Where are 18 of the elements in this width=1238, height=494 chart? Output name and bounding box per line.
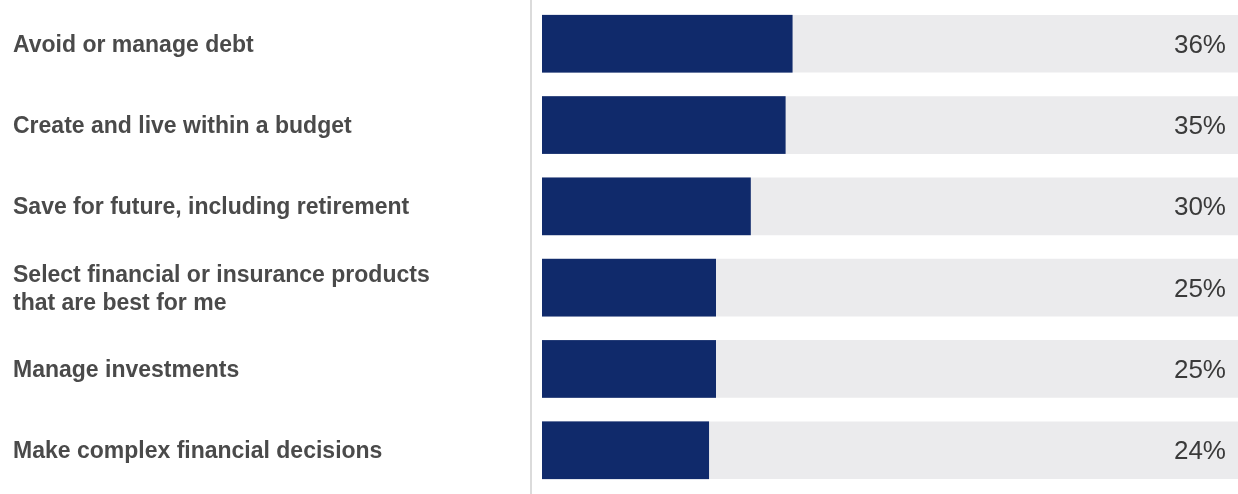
y-tick-label: Make complex financial decisions bbox=[13, 437, 383, 464]
bar bbox=[542, 421, 710, 480]
data-label: 36% bbox=[1173, 28, 1226, 59]
y-tick-label: Create and live within a budget bbox=[13, 112, 353, 139]
data-label: 24% bbox=[1173, 435, 1226, 466]
y-tick-label: Avoid or manage debt bbox=[13, 30, 255, 57]
data-label: 25% bbox=[1173, 272, 1226, 303]
bar bbox=[542, 177, 751, 236]
bar bbox=[542, 14, 793, 73]
bar bbox=[542, 340, 716, 398]
data-label: 30% bbox=[1173, 191, 1226, 222]
bar bbox=[542, 96, 786, 154]
y-tick-label: Save for future, including retirement bbox=[13, 193, 410, 220]
y-tick-label: Select financial or insurance products that are best for me bbox=[13, 260, 430, 315]
bar bbox=[542, 258, 716, 317]
data-label: 25% bbox=[1173, 354, 1226, 385]
data-label: 35% bbox=[1173, 110, 1226, 141]
y-tick-label: Manage investments bbox=[13, 356, 240, 383]
